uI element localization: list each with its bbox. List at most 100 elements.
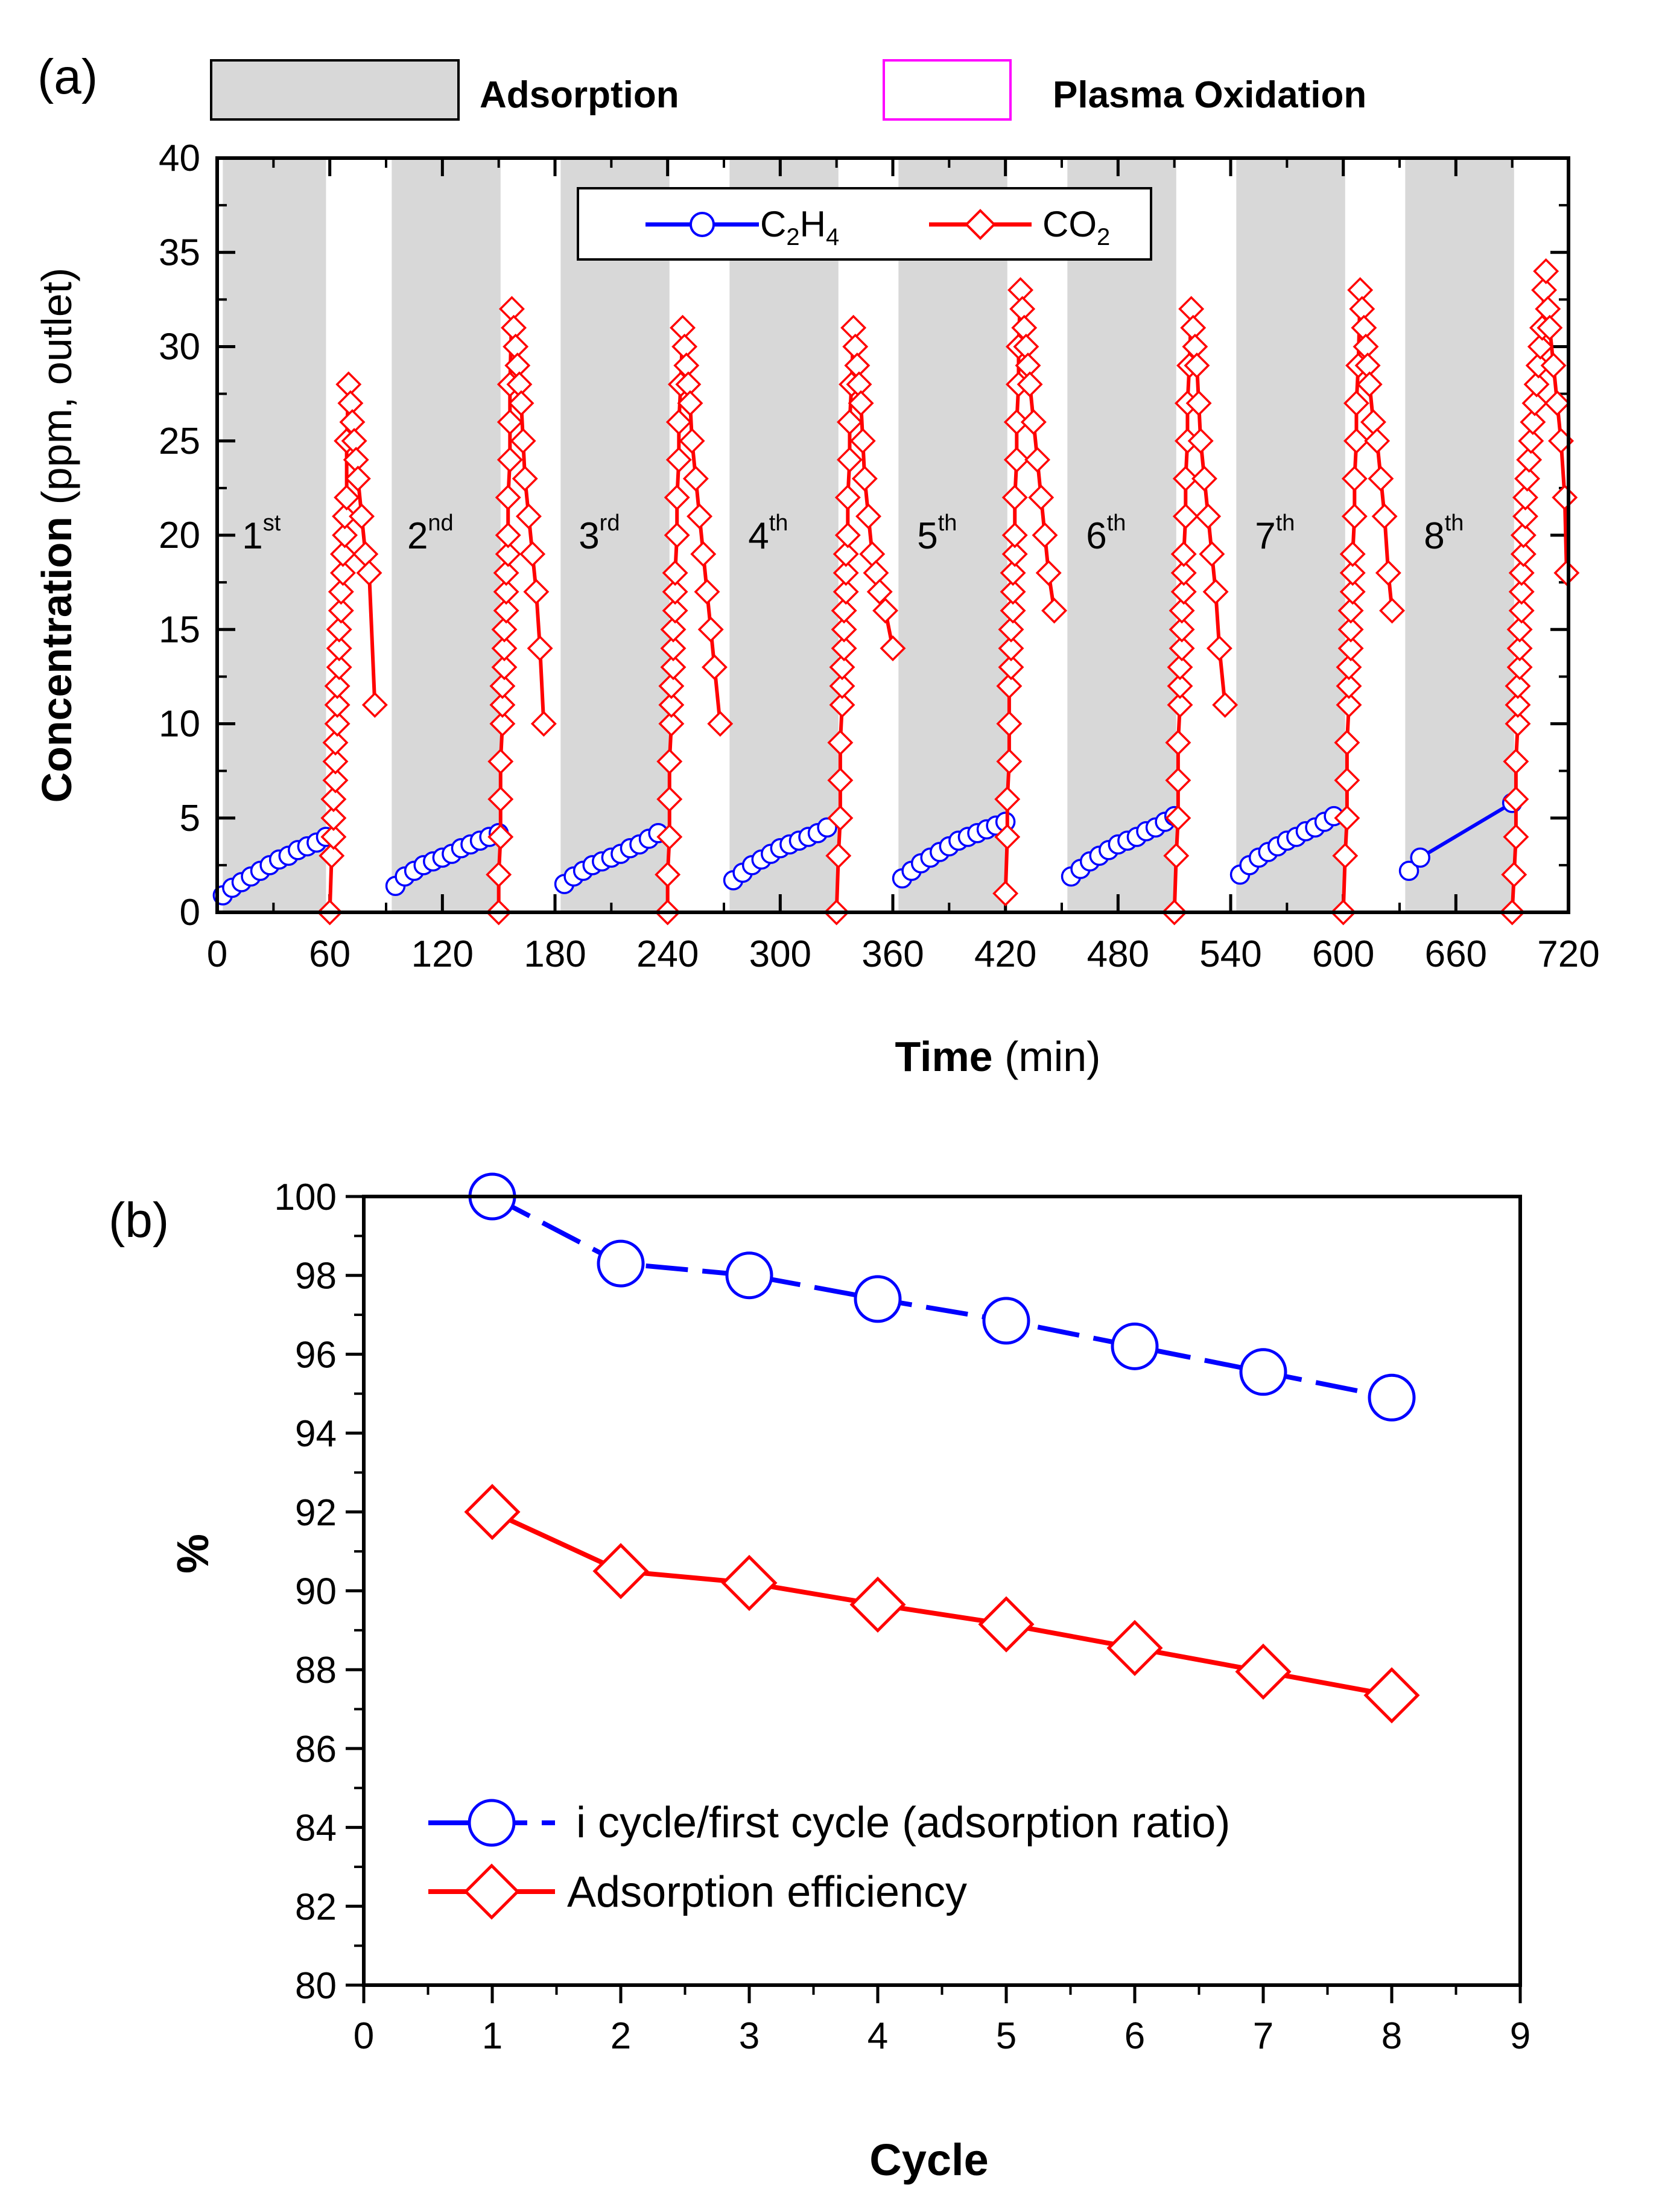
co2-point — [656, 786, 683, 812]
co2-point — [1506, 635, 1533, 661]
adsorption-bands — [223, 158, 1514, 912]
legend-efficiency-label: Adsorption efficiency — [567, 1868, 967, 1916]
co2-point — [1544, 390, 1570, 416]
co2-point — [495, 522, 521, 548]
y-tick-label-b: 100 — [274, 1177, 337, 1218]
co2-point — [849, 428, 876, 454]
co2-point — [1024, 447, 1051, 473]
y-tick-label-b: 98 — [295, 1256, 337, 1297]
x-tick-label-a: 240 — [636, 933, 699, 975]
adsorption-band-6 — [1067, 158, 1176, 912]
ratio-point — [1239, 1348, 1287, 1396]
co2-point — [1334, 805, 1360, 831]
co2-point — [831, 635, 857, 661]
co2-point — [1170, 541, 1197, 567]
co2-point — [1028, 485, 1055, 510]
y-tick-label-a: 0 — [180, 892, 200, 933]
co2-point — [1516, 447, 1543, 473]
co2-point — [1540, 352, 1567, 379]
co2-point — [1172, 465, 1199, 492]
co2-point — [1510, 522, 1537, 548]
x-tick-label-b: 1 — [482, 2015, 503, 2057]
y-tick-label-b: 92 — [295, 1492, 337, 1534]
co2-point — [349, 503, 375, 530]
ratio-point — [725, 1251, 773, 1300]
co2-point — [495, 485, 521, 510]
legend-co2-label: CO2 — [1042, 204, 1110, 250]
c2h4-point — [1410, 847, 1430, 868]
co2-point — [829, 673, 855, 699]
co2-point — [836, 409, 863, 435]
co2-point — [665, 447, 692, 473]
co2-point — [324, 711, 350, 737]
co2-point — [996, 673, 1023, 699]
cycle-label-8: 8th — [1424, 510, 1464, 557]
co2-point — [1000, 560, 1026, 586]
legend-c2h4-marker — [690, 212, 715, 237]
x-tick-label-a: 600 — [1312, 933, 1374, 975]
cycle-label-3: 3rd — [579, 510, 620, 557]
panel-a-ticks: 0 60 120 180 240 300 360 420 480 540 600 660 720 0 5 10… — [159, 138, 1600, 975]
co2-point — [1169, 597, 1195, 624]
co2-point — [1187, 428, 1214, 454]
co2-point — [324, 691, 350, 718]
co2-point — [1167, 654, 1193, 681]
co2-point — [994, 824, 1021, 850]
co2-point — [489, 711, 516, 737]
co2-point — [1169, 635, 1195, 661]
co2-point — [664, 522, 690, 548]
co2-point — [836, 447, 863, 473]
panel-b-ticks: 0 1 2 3 4 5 6 7 8 9 80 82 84 86 88 90 92 94 96 98 100 — [274, 1177, 1531, 2057]
c2h4-point — [817, 817, 837, 838]
x-axis-title-b: Cycle — [869, 2135, 988, 2185]
plasma-oxidation-swatch — [883, 59, 1012, 121]
efficiency-point — [978, 1596, 1035, 1653]
co2-point — [701, 654, 728, 681]
co2-point — [486, 862, 512, 888]
co2-point — [831, 616, 857, 643]
co2-point — [487, 824, 514, 850]
plasma-oxidation-banner-label: Plasma Oxidation — [1053, 74, 1366, 116]
panel-b-label: (b) — [109, 1193, 169, 1248]
y-axis-title-b: % — [168, 1534, 218, 1574]
x-tick-label-b: 8 — [1381, 2015, 1402, 2057]
ratio-point — [854, 1275, 902, 1323]
x-tick-label-a: 660 — [1425, 933, 1487, 975]
co2-point — [1000, 579, 1026, 605]
co2-point — [489, 691, 516, 718]
co2-point — [1206, 635, 1232, 661]
co2-point — [489, 673, 516, 699]
co2-point — [1336, 691, 1362, 718]
co2-point — [519, 541, 546, 567]
co2-point — [361, 691, 388, 718]
x-tick-label-a: 360 — [861, 933, 924, 975]
x-tick-label-b: 0 — [354, 2015, 374, 2057]
adsorption-band-3 — [560, 158, 670, 912]
x-tick-label-b: 4 — [867, 2015, 888, 2057]
x-tick-label-a: 720 — [1537, 933, 1599, 975]
co2-point — [1163, 842, 1190, 869]
co2-point — [1032, 522, 1058, 548]
co2-point — [694, 579, 720, 605]
cycle-label-7: 7th — [1255, 510, 1295, 557]
co2-point — [1371, 503, 1398, 530]
efficiency-point — [1363, 1667, 1420, 1724]
x-tick-label-a: 480 — [1087, 933, 1149, 975]
efficiency-point — [592, 1543, 649, 1600]
co2-point — [1165, 805, 1191, 831]
x-tick-label-b: 3 — [739, 2015, 760, 2057]
co2-point — [656, 748, 683, 775]
co2-point — [866, 579, 893, 605]
x-tick-label-a: 300 — [749, 933, 811, 975]
co2-point — [328, 579, 354, 605]
co2-point — [487, 786, 514, 812]
co2-point — [1537, 314, 1563, 341]
co2-point — [1339, 579, 1366, 605]
co2-point — [328, 597, 354, 624]
co2-point — [1020, 409, 1047, 435]
adsorption-band-8 — [1405, 158, 1514, 912]
y-tick-label-a: 20 — [159, 515, 200, 556]
co2-point — [855, 503, 882, 530]
cycle-labels: 1st 2nd 3rd 4th 5th 6th 7th 8th — [242, 510, 1464, 557]
co2-point — [1368, 465, 1394, 492]
